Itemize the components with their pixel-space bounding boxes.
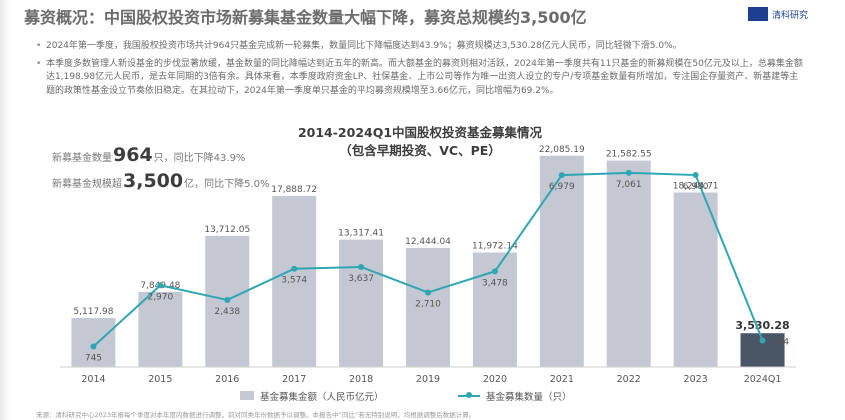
chart-legend: 基金募集金额（人民币亿元） 基金募集数量（只） bbox=[240, 388, 660, 404]
x-tick-label-2017: 2017 bbox=[282, 374, 306, 385]
line-value-label-2021: 6,979 bbox=[549, 182, 575, 192]
kpi-fund-count: 新募基金数量964只，同比下降43.9% bbox=[52, 144, 245, 166]
x-tick-label-2023: 2023 bbox=[684, 374, 708, 385]
bar-value-label-2016: 13,712.05 bbox=[204, 225, 250, 235]
bar-2023 bbox=[673, 192, 718, 367]
line-point-2022 bbox=[625, 169, 632, 176]
bar-value-label-2014: 5,117.98 bbox=[73, 307, 113, 317]
bar-2019 bbox=[406, 247, 450, 367]
brand-logo: 清科研究 bbox=[748, 4, 838, 24]
line-point-2018 bbox=[358, 263, 365, 270]
line-point-2023 bbox=[692, 172, 699, 179]
kpi-size-value: 3,500 bbox=[123, 170, 184, 192]
x-tick-label-2020: 2020 bbox=[483, 374, 507, 385]
kpi-count-value: 964 bbox=[113, 144, 153, 166]
x-tick-label-2022: 2022 bbox=[617, 374, 641, 385]
logo-mark-icon bbox=[748, 7, 768, 21]
line-value-label-2017: 3,574 bbox=[281, 276, 307, 286]
chart-title: 2014-2024Q1中国股权投资基金募集情况 bbox=[297, 125, 543, 140]
chart-subtitle: （包含早期投资、VC、PE） bbox=[339, 143, 501, 158]
x-tick-label-2015: 2015 bbox=[148, 374, 172, 385]
line-value-label-2024Q1: 964 bbox=[772, 337, 789, 347]
source-footnote: 来源：清科研究中心2023年报每个季度对本年度内数据进行调整，前对同类年份数据予… bbox=[36, 411, 476, 419]
bar-2015 bbox=[138, 291, 183, 367]
x-tick-label-2014: 2014 bbox=[81, 374, 105, 385]
line-point-2016 bbox=[224, 296, 231, 303]
bar-2022 bbox=[606, 160, 651, 367]
line-point-2024Q1 bbox=[759, 337, 766, 344]
bar-value-label-2023: 18,244.71 bbox=[673, 181, 719, 191]
line-value-label-2015: 2,970 bbox=[147, 292, 173, 302]
bar-value-label-2022: 21,582.55 bbox=[606, 150, 652, 160]
x-tick-label-2024Q1: 2024Q1 bbox=[744, 374, 782, 385]
kpi-size-suffix: 亿，同比下降5.0% bbox=[184, 179, 270, 190]
legend-bar-label: 基金募集金额（人民币亿元） bbox=[260, 392, 384, 403]
x-tick-label-2019: 2019 bbox=[416, 374, 440, 385]
legend-bar-swatch bbox=[240, 391, 254, 400]
kpi-count-suffix: 只，同比下降43.9% bbox=[153, 153, 246, 164]
line-value-label-2014: 745 bbox=[85, 354, 102, 364]
summary-bullet-1: 2024年第一季度，我国股权投资市场共计964只基金完成新一轮募集，数量同比下降… bbox=[36, 40, 806, 54]
x-tick-label-2018: 2018 bbox=[349, 374, 373, 385]
summary-bullet-2: 本季度多数管理人新设基金的步伐显著放缓，基金数量的同比降幅达到近五年的新高。而大… bbox=[36, 58, 806, 99]
legend-line-label: 基金募集数量（只） bbox=[486, 392, 572, 403]
bar-value-label-2024Q1: 3,530.28 bbox=[735, 319, 789, 332]
bar-2021 bbox=[539, 155, 584, 367]
bar-value-label-2021: 22,085.19 bbox=[539, 145, 585, 155]
bar-value-label-2020: 11,972.14 bbox=[472, 241, 518, 251]
bar-value-label-2019: 12,444.04 bbox=[405, 237, 451, 247]
summary-bullets: 2024年第一季度，我国股权投资市场共计964只基金完成新一轮募集，数量同比下降… bbox=[36, 40, 806, 102]
kpi-fund-size: 新募基金规模超3,500亿，同比下降5.0% bbox=[52, 170, 270, 192]
bar-2017 bbox=[272, 195, 317, 367]
line-point-2017 bbox=[291, 265, 298, 272]
line-point-2020 bbox=[491, 268, 498, 275]
legend-line-marker bbox=[466, 392, 472, 398]
line-point-2015 bbox=[157, 282, 164, 289]
bar-2014 bbox=[71, 318, 116, 367]
line-point-2019 bbox=[425, 289, 431, 296]
line-value-label-2019: 2,710 bbox=[415, 299, 441, 309]
line-value-label-2023: 6,980 bbox=[683, 182, 709, 192]
line-value-label-2022: 7,061 bbox=[616, 180, 642, 190]
bar-2018 bbox=[339, 239, 384, 367]
line-value-label-2018: 3,637 bbox=[348, 274, 374, 284]
x-tick-label-2016: 2016 bbox=[215, 374, 239, 385]
kpi-size-prefix: 新募基金规模超 bbox=[52, 179, 122, 190]
page-headline: 募资概况：中国股权投资市场新募集基金数量大幅下降，募资总规模约3,500亿 bbox=[24, 8, 587, 27]
kpi-count-prefix: 新募基金数量 bbox=[52, 153, 112, 164]
x-tick-label-2021: 2021 bbox=[550, 374, 574, 385]
line-value-label-2020: 3,478 bbox=[482, 278, 508, 288]
line-value-label-2016: 2,438 bbox=[214, 307, 240, 317]
line-point-2021 bbox=[558, 172, 565, 179]
left-edge-shade bbox=[0, 0, 10, 420]
logo-text: 清科研究 bbox=[772, 11, 809, 21]
line-point-2014 bbox=[90, 343, 97, 350]
bar-value-label-2017: 17,888.72 bbox=[271, 185, 317, 195]
bar-value-label-2018: 13,317.41 bbox=[338, 229, 384, 239]
